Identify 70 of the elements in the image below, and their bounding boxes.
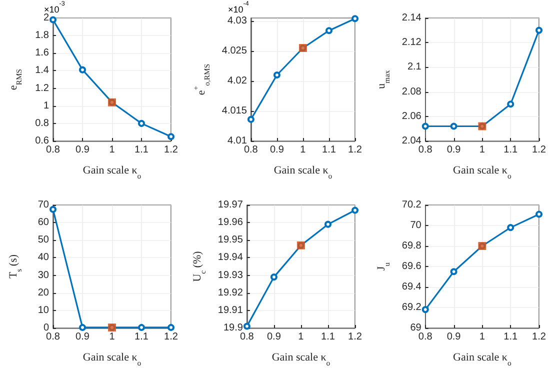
x-tick-label: 1.2 xyxy=(348,144,362,156)
x-tick-label: 1.1 xyxy=(134,332,149,342)
x-tick-label: 1.1 xyxy=(134,144,149,156)
x-tick-label: 0.8 xyxy=(418,332,433,342)
y-tick-label: 0 xyxy=(43,322,50,334)
y-tick-label: 19.95 xyxy=(218,234,244,246)
y-tick-label: 69 xyxy=(410,322,422,334)
y-tick-label: 30 xyxy=(38,270,50,281)
y-tick-label: 19.93 xyxy=(218,270,244,281)
y-tick-label: 1.2 xyxy=(35,82,50,94)
x-tick-label: 1.2 xyxy=(532,144,546,156)
y-tick-label: 69.4 xyxy=(402,282,422,292)
x-tick-label: 1.2 xyxy=(164,332,178,342)
x-tick-label: 0.9 xyxy=(270,144,284,156)
y-tick-label: 2.14 xyxy=(402,12,422,24)
x-tick-label: 1 xyxy=(479,332,486,342)
y-tick-label: 69.6 xyxy=(402,261,422,272)
x-tick-label: 1 xyxy=(479,144,486,156)
y-tick-label: 19.92 xyxy=(218,287,244,298)
x-tick-label: 0.9 xyxy=(76,144,90,156)
x-tick-label: 1.1 xyxy=(504,332,518,342)
y-tick-label: 50 xyxy=(38,234,50,246)
y-tick-label: 10 xyxy=(38,304,50,316)
x-tick-label: 1.2 xyxy=(532,332,546,342)
x-tick-label: 1 xyxy=(300,144,306,156)
y-tick-label: 2.1 xyxy=(407,62,422,73)
x-tick-label: 0.8 xyxy=(240,332,254,342)
x-tick-label: 0.9 xyxy=(266,332,282,342)
y-tick-label: 70.2 xyxy=(402,200,422,210)
y-tick-label: 1.4 xyxy=(35,65,50,76)
y-tick-label: 40 xyxy=(38,252,50,264)
y-tick-label: 0.8 xyxy=(35,118,50,129)
y-tick-label: 1.6 xyxy=(35,48,50,59)
y-tick-label: 20 xyxy=(38,287,50,298)
y-tick-label: 2.12 xyxy=(402,37,422,48)
x-tick-label: 1.1 xyxy=(321,332,336,342)
x-tick-label: 0.9 xyxy=(76,332,90,342)
y-tick-label: 4.03 xyxy=(227,16,248,26)
y-tick-label: 19.94 xyxy=(218,252,244,264)
x-tick-label: 1.2 xyxy=(164,144,178,156)
x-tick-label: 1 xyxy=(109,332,116,342)
y-tick-label: 19.97 xyxy=(218,200,244,210)
y-tick-label: 60 xyxy=(38,217,50,228)
y-tick-label: 2.08 xyxy=(402,86,422,98)
y-tick-label: 2 xyxy=(43,12,50,24)
x-tick-label: 1 xyxy=(109,144,116,156)
y-tick-label: 19.91 xyxy=(218,304,244,316)
x-tick-label: 1.1 xyxy=(504,144,518,156)
x-tick-label: 0.8 xyxy=(244,144,258,156)
y-tick-label: 2.06 xyxy=(402,110,422,122)
y-tick-label: 2.04 xyxy=(402,136,422,146)
y-tick-label: 19.9 xyxy=(223,322,244,334)
y-tick-label: 19.96 xyxy=(218,217,244,228)
y-tick-label: 69.8 xyxy=(402,240,422,252)
x-tick-label: 0.9 xyxy=(446,332,462,342)
y-tick-label: 1.8 xyxy=(35,30,50,42)
y-tick-label: 70 xyxy=(38,200,50,210)
x-tick-label: 0.8 xyxy=(418,144,433,156)
y-tick-label: 0.6 xyxy=(35,136,50,146)
x-tick-label: 1.2 xyxy=(348,332,362,342)
y-tick-label: 4.02 xyxy=(227,76,248,86)
y-tick-label: 1 xyxy=(43,100,50,112)
y-tick-label: 4.015 xyxy=(222,106,248,116)
y-tick-label: 4.025 xyxy=(222,46,248,56)
x-tick-label: 1 xyxy=(298,332,304,342)
x-tick-label: 0.9 xyxy=(446,144,462,156)
y-tick-label: 4.01 xyxy=(227,136,248,146)
x-tick-label: 1.1 xyxy=(322,144,336,156)
y-tick-label: 70 xyxy=(410,220,422,231)
y-tick-label: 69.2 xyxy=(402,302,422,313)
